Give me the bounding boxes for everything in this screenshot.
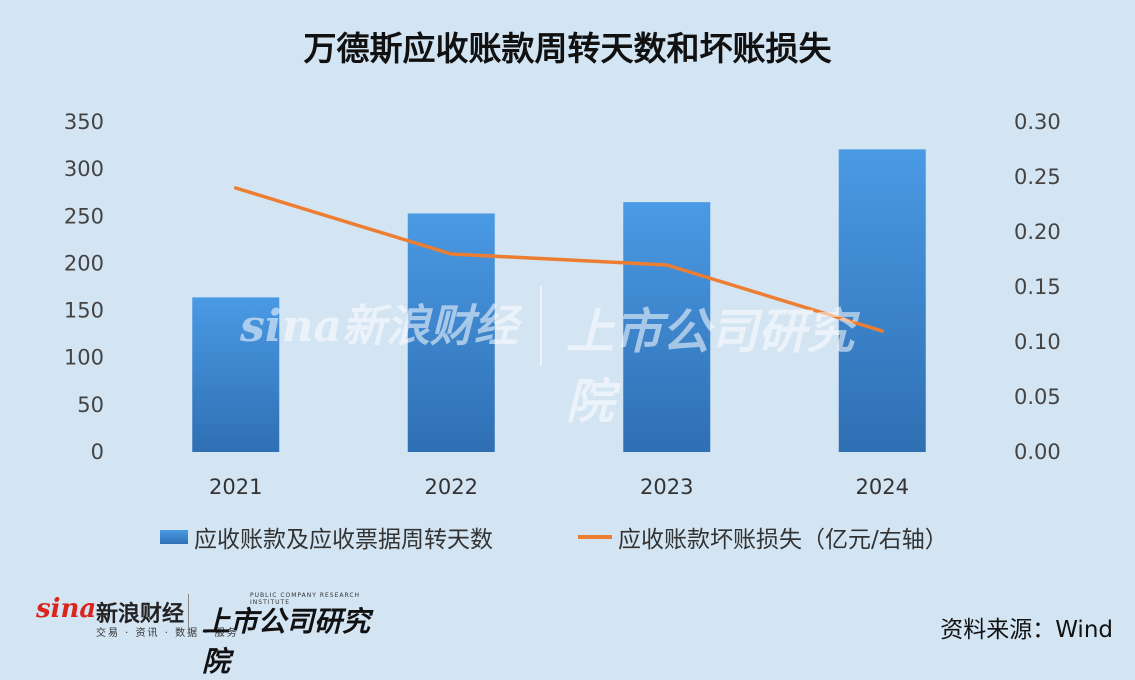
research-en-name: PUBLIC COMPANY RESEARCH INSTITUTE [250,592,361,606]
legend-line-swatch [578,535,612,539]
right-tick-label: 0.30 [1014,110,1061,134]
right-tick-label: 0.15 [1014,275,1061,299]
sina-cn-name: 新浪财经 [96,602,185,627]
logo-divider [188,594,189,634]
research-cn-name: 上市公司研究院 [202,605,371,678]
bar [838,149,926,453]
left-tick-label: 300 [64,157,104,181]
legend: 应收账款及应收票据周转天数 应收账款坏账损失（亿元/右轴） [0,520,1135,560]
bar [407,213,495,452]
legend-item-bar: 应收账款及应收票据周转天数 [160,520,493,554]
right-axis: 0.00 0.05 0.10 0.15 0.20 0.25 0.30 [1014,110,1061,464]
line-point [233,186,238,190]
left-tick-label: 250 [64,204,104,228]
chart-title: 万德斯应收账款周转天数和坏账损失 [303,29,832,68]
legend-item-line: 应收账款坏账损失（亿元/右轴） [578,520,948,554]
left-tick-label: 50 [77,393,104,417]
right-tick-label: 0.05 [1014,385,1061,409]
legend-line-label: 应收账款坏账损失（亿元/右轴） [618,527,948,553]
left-axis: 0 50 100 150 200 250 300 350 [64,110,104,464]
sina-logo-icon: sina [36,594,97,624]
left-tick-label: 200 [64,251,104,275]
legend-bar-swatch [160,530,188,544]
line-point [880,329,885,333]
line-series [233,186,885,333]
right-tick-label: 0.20 [1014,220,1061,244]
line-point [449,252,454,256]
left-tick-label: 150 [64,299,104,323]
sina-subtitle: 交易 · 资讯 · 数据 · 服务 [96,628,239,639]
right-tick-label: 0.25 [1014,165,1061,189]
bar [192,297,280,452]
left-tick-label: 0 [91,440,104,464]
x-tick-label: 2023 [640,475,693,499]
legend-bar-label: 应收账款及应收票据周转天数 [194,527,493,553]
footer-logo: sina 新浪财经 交易 · 资讯 · 数据 · 服务 PUBLIC COMPA… [36,592,396,678]
x-tick-label: 2021 [209,475,262,499]
left-tick-label: 100 [64,346,104,370]
right-tick-label: 0.00 [1014,440,1061,464]
line-point [664,263,669,267]
x-tick-label: 2024 [856,475,909,499]
x-axis: 2021 2022 2023 2024 [209,475,909,499]
x-tick-label: 2022 [425,475,478,499]
right-tick-label: 0.10 [1014,330,1061,354]
bar-series [192,149,926,453]
source-note: 资料来源：Wind [940,617,1113,643]
bar [623,202,711,452]
line-path [234,186,885,333]
left-tick-label: 350 [64,110,104,134]
